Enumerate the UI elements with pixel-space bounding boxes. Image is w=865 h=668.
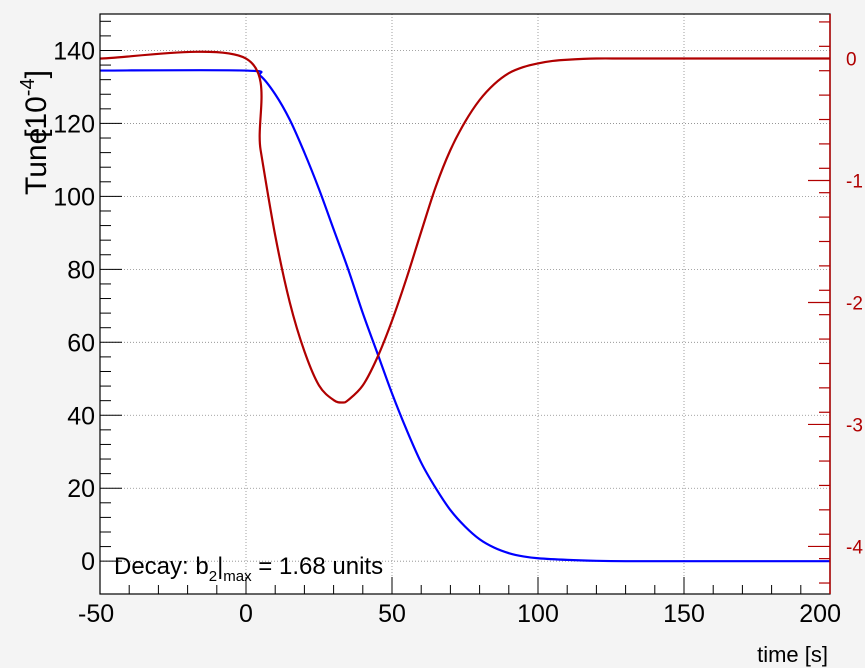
x-tick-label: 0 [239, 600, 253, 628]
y-tick-label: 60 [67, 329, 95, 357]
annotation-suffix: = 1.68 units [252, 553, 383, 580]
y-tick-label: 80 [67, 256, 95, 284]
y-unit-base: [10 [20, 96, 53, 138]
y-tick-label: 140 [53, 37, 95, 65]
y-unit-exponent: -4 [17, 78, 39, 96]
annotation-sub-1: 2 [209, 568, 217, 585]
x-tick-label: 100 [517, 600, 559, 628]
series-line-left-axis [99, 69, 830, 563]
x-tick-label: 200 [799, 600, 841, 628]
y-axis-title: Tune [20, 128, 53, 195]
plot-background [100, 14, 830, 594]
annotation-sub-2: max [223, 568, 252, 585]
right-axis: 0 -1 -2 -3 -4 [808, 14, 863, 594]
x-axis-title: time [s] [757, 642, 828, 667]
right-tick-label: -1 [846, 171, 863, 192]
left-axis: 0 20 40 60 80 100 120 140 [53, 20, 122, 576]
right-tick-label: -3 [846, 415, 863, 436]
x-tick-label: -50 [78, 600, 114, 628]
annotation-separator: | [217, 553, 223, 580]
series-layer [99, 50, 830, 563]
x-tick-label: 150 [663, 600, 705, 628]
x-tick-label: 50 [378, 600, 406, 628]
y-tick-label: 20 [67, 475, 95, 503]
series-line-right-axis [99, 50, 830, 404]
right-tick-label: -4 [846, 537, 863, 558]
bottom-axis: -50 0 50 100 150 200 [78, 577, 841, 628]
y-tick-label: 0 [81, 548, 95, 576]
y-unit-close: ] [20, 70, 53, 78]
right-tick-label: 0 [846, 50, 857, 71]
annotation-prefix: Decay: b [114, 553, 209, 580]
y-axis-unit: [10-4] [17, 70, 53, 138]
y-tick-label: 40 [67, 402, 95, 430]
y-tick-label: 120 [53, 110, 95, 138]
decay-annotation: Decay: b2|max = 1.68 units [114, 553, 383, 585]
right-tick-label: -2 [846, 293, 863, 314]
y-axis-label: Tune [20, 128, 53, 195]
y-tick-label: 100 [53, 183, 95, 211]
